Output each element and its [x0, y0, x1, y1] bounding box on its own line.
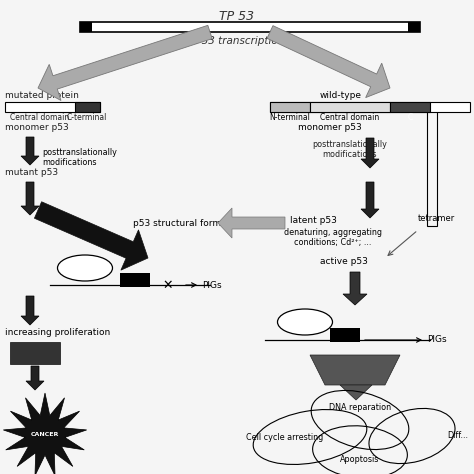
Polygon shape [361, 138, 379, 168]
Text: CANCER: CANCER [31, 432, 59, 438]
Bar [270, 102, 470, 112]
Bar [408, 22, 420, 32]
Polygon shape [361, 182, 379, 218]
Text: C: C [407, 113, 413, 122]
Text: Cell cycle arresting: Cell cycle arresting [246, 432, 324, 441]
Text: latent p53: latent p53 [290, 216, 337, 225]
Polygon shape [3, 393, 87, 474]
Ellipse shape [57, 255, 112, 281]
Text: N-terminal: N-terminal [270, 113, 310, 122]
Polygon shape [310, 355, 400, 385]
Bar [120, 273, 150, 287]
Text: monomer p53: monomer p53 [5, 123, 69, 132]
Polygon shape [35, 202, 148, 270]
Text: active p53: active p53 [320, 257, 368, 266]
Text: p53 structural forms: p53 structural forms [133, 219, 226, 228]
Bar [330, 328, 360, 342]
Text: TP53 transcription: TP53 transcription [189, 36, 285, 46]
Text: posttranslationally
modifications: posttranslationally modifications [312, 140, 387, 159]
Polygon shape [38, 25, 212, 100]
Text: Diff...: Diff... [447, 431, 468, 440]
Text: tetramer: tetramer [418, 213, 455, 222]
Text: mutated protein: mutated protein [5, 91, 79, 100]
Polygon shape [218, 208, 285, 238]
Text: denaturing, aggregating
conditions; Cd²⁺; ...: denaturing, aggregating conditions; Cd²⁺… [284, 228, 382, 247]
Text: p53: p53 [296, 318, 314, 327]
Text: mutant p53: mutant p53 [5, 168, 58, 177]
Text: Central domain: Central domain [10, 113, 70, 122]
Bar [5, 102, 100, 112]
Text: PIGs: PIGs [427, 336, 447, 345]
Text: monomer p53: monomer p53 [298, 123, 362, 132]
Text: Apoptosis: Apoptosis [340, 456, 380, 465]
Polygon shape [343, 272, 367, 305]
Text: ✕: ✕ [163, 279, 173, 292]
Polygon shape [21, 296, 39, 325]
Text: C-terminal: C-terminal [67, 113, 107, 122]
Text: p53: p53 [76, 264, 94, 273]
Polygon shape [21, 182, 39, 215]
Bar [10, 342, 60, 364]
Text: increasing proliferation: increasing proliferation [5, 328, 110, 337]
Text: PIGs: PIGs [202, 281, 222, 290]
Ellipse shape [277, 309, 332, 335]
Bar [390, 102, 430, 112]
Text: posttranslationally
modifications: posttranslationally modifications [42, 148, 117, 167]
Bar [80, 22, 420, 32]
Text: DNA reparation: DNA reparation [329, 402, 391, 411]
Polygon shape [267, 26, 390, 98]
Text: Central domain: Central domain [320, 113, 380, 122]
Text: wild-type: wild-type [320, 91, 362, 100]
Polygon shape [21, 137, 39, 165]
Bar [270, 102, 310, 112]
Bar [310, 102, 390, 112]
Polygon shape [340, 385, 372, 400]
Bar [75, 102, 100, 112]
Polygon shape [26, 366, 44, 390]
Bar [80, 22, 92, 32]
Text: TP 53: TP 53 [219, 10, 255, 23]
